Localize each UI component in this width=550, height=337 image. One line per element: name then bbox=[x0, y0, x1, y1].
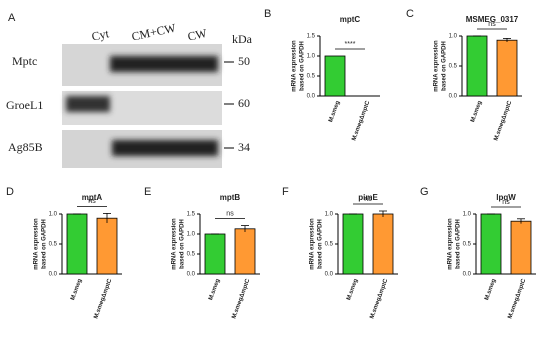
y-tick-label: 1.0 bbox=[307, 54, 316, 60]
bar bbox=[510, 220, 532, 275]
panel-label: G bbox=[420, 186, 429, 198]
x-tick-label: M.smeg bbox=[484, 278, 497, 301]
y-tick-label: 0.0 bbox=[307, 94, 316, 100]
x-tick-label: M.smegΔmptC bbox=[507, 278, 527, 320]
x-tick-label: M.smeg bbox=[70, 278, 83, 301]
lane-label: CW bbox=[186, 26, 208, 44]
x-tick-label: M.smeg bbox=[328, 100, 341, 123]
panel-label: E bbox=[144, 186, 151, 198]
x-tick-label: M.smegΔmptC bbox=[369, 278, 389, 320]
y-tick-label: 0.0 bbox=[187, 272, 196, 278]
y-tick-label: 1.5 bbox=[187, 212, 196, 218]
y-tick-label: 0.5 bbox=[463, 242, 472, 248]
significance-label: ns bbox=[88, 198, 96, 205]
significance-label: ns bbox=[364, 196, 372, 203]
bar bbox=[204, 233, 226, 275]
chart-title: pimE bbox=[358, 193, 378, 202]
y-tick-label: 1.5 bbox=[307, 34, 316, 40]
y-tick-label: 0.0 bbox=[463, 272, 472, 278]
blot-band bbox=[66, 96, 110, 112]
blot-band bbox=[112, 140, 218, 156]
y-tick-label: 0.0 bbox=[325, 272, 334, 278]
x-tick-label: M.smeg bbox=[208, 278, 221, 301]
chart-title: lpqW bbox=[496, 193, 516, 202]
y-axis-label: mRNA expression bbox=[172, 218, 178, 270]
y-axis-label: based on GAPDH bbox=[318, 219, 324, 269]
bar bbox=[466, 35, 488, 97]
y-axis-label: based on GAPDH bbox=[42, 219, 48, 269]
bar bbox=[66, 213, 88, 275]
y-tick-label: 1.0 bbox=[49, 212, 58, 218]
y-axis-label: mRNA expression bbox=[310, 218, 316, 270]
bar bbox=[324, 55, 346, 97]
y-tick-label: 1.0 bbox=[463, 212, 472, 218]
y-tick-label: 0.0 bbox=[49, 272, 58, 278]
blot-band bbox=[110, 56, 218, 72]
bar bbox=[480, 213, 502, 275]
blot-panel: A Cyt CM+CW CW kDa Mptc GroeL1 Ag85B 50 … bbox=[6, 12, 253, 168]
y-tick-label: 0.5 bbox=[49, 242, 58, 248]
y-axis-label: mRNA expression bbox=[292, 40, 298, 92]
y-axis-label: mRNA expression bbox=[34, 218, 40, 270]
unit-label: kDa bbox=[232, 32, 253, 46]
y-tick-label: 0.5 bbox=[307, 74, 316, 80]
bar bbox=[342, 213, 364, 275]
panel-label: A bbox=[8, 12, 16, 24]
row-label: GroeL1 bbox=[6, 98, 43, 112]
significance-label: ns bbox=[226, 210, 234, 217]
significance-label: ns bbox=[488, 21, 496, 28]
marker-label: 34 bbox=[238, 140, 250, 154]
y-axis-label: based on GAPDH bbox=[300, 41, 306, 91]
x-tick-label: M.smeg bbox=[346, 278, 359, 301]
y-axis-label: based on GAPDH bbox=[442, 41, 448, 91]
x-tick-label: M.smegΔmptC bbox=[93, 278, 113, 320]
bar bbox=[96, 217, 118, 275]
bar bbox=[372, 213, 394, 275]
panel-label: B bbox=[264, 8, 271, 20]
y-tick-label: 0.0 bbox=[449, 94, 458, 100]
bar bbox=[234, 228, 256, 275]
y-axis-label: based on GAPDH bbox=[456, 219, 462, 269]
x-tick-label: M.smeg bbox=[470, 100, 483, 123]
y-axis-label: mRNA expression bbox=[434, 40, 440, 92]
significance-label: **** bbox=[345, 41, 356, 48]
bar bbox=[496, 39, 518, 97]
y-axis-label: based on GAPDH bbox=[180, 219, 186, 269]
x-tick-label: M.smegΔmptC bbox=[351, 100, 371, 142]
y-axis-label: mRNA expression bbox=[448, 218, 454, 270]
x-tick-label: M.smegΔmptC bbox=[231, 278, 251, 320]
y-tick-label: 1.0 bbox=[449, 34, 458, 40]
lane-label: CM+CW bbox=[130, 20, 177, 43]
chart-panel: C MSMEG_0317 mRNA expression based on GAPDH… bbox=[406, 8, 522, 142]
lane-label: Cyt bbox=[90, 26, 111, 43]
y-tick-label: 1.0 bbox=[325, 212, 334, 218]
row-label: Ag85B bbox=[8, 140, 43, 154]
y-tick-label: 0.5 bbox=[325, 242, 334, 248]
y-tick-label: 0.5 bbox=[449, 64, 458, 70]
chart-title: mptA bbox=[82, 193, 103, 202]
chart-title: MSMEG_0317 bbox=[466, 15, 519, 24]
y-tick-label: 0.5 bbox=[187, 252, 196, 258]
significance-label: ns bbox=[502, 199, 510, 206]
panel-label: D bbox=[6, 186, 14, 198]
panel-label: F bbox=[282, 186, 289, 198]
x-tick-label: M.smegΔmptC bbox=[493, 100, 513, 142]
chart-title: mptC bbox=[340, 15, 361, 24]
marker-label: 50 bbox=[238, 54, 250, 68]
chart-title: mptB bbox=[220, 193, 241, 202]
row-label: Mptc bbox=[12, 54, 37, 68]
y-tick-label: 1.0 bbox=[187, 232, 196, 238]
marker-label: 60 bbox=[238, 96, 250, 110]
panel-label: C bbox=[406, 8, 414, 20]
